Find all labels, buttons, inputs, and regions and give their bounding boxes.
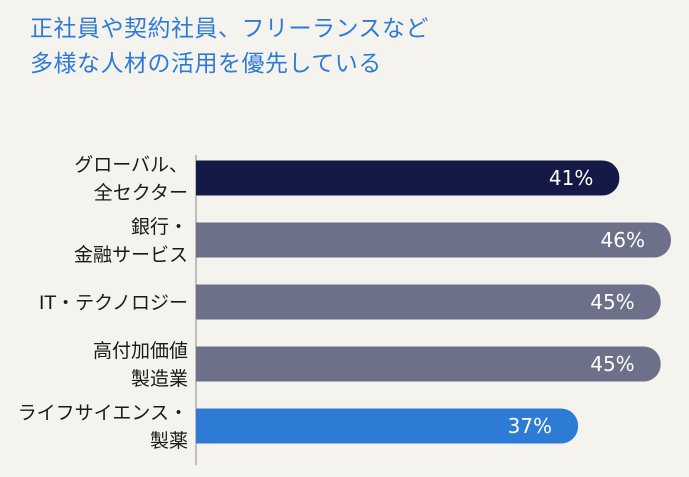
chart-title: 正社員や契約社員、フリーランスなど 多様な人材の活用を優先している [30, 12, 429, 82]
bar-4 [196, 408, 579, 444]
category-label-4-0: ライフサイエンス・ [18, 402, 188, 424]
category-label-4-1: 製薬 [150, 430, 188, 452]
bar-2 [196, 284, 661, 320]
category-label-0-0: グローバル、 [74, 154, 188, 176]
category-label-1-0: 銀行・ [131, 216, 188, 238]
bar-0 [196, 160, 620, 196]
value-label-0: 41% [549, 166, 593, 190]
category-label-3-1: 製造業 [131, 368, 188, 390]
title-line-1: 正社員や契約社員、フリーランスなど [30, 16, 430, 42]
value-label-3: 45% [590, 352, 634, 376]
bar-1 [196, 222, 671, 258]
category-label-2-0: IT・テクノロジー [39, 292, 188, 314]
value-label-1: 46% [601, 228, 645, 252]
title-line-2: 多様な人材の活用を優先している [30, 51, 382, 77]
category-label-0-1: 全セクター [94, 182, 188, 204]
category-label-1-1: 金融サービス [74, 244, 188, 266]
value-label-4: 37% [508, 414, 552, 438]
value-label-2: 45% [590, 290, 634, 314]
bar-3 [196, 346, 661, 382]
category-label-3-0: 高付加価値 [93, 340, 188, 362]
